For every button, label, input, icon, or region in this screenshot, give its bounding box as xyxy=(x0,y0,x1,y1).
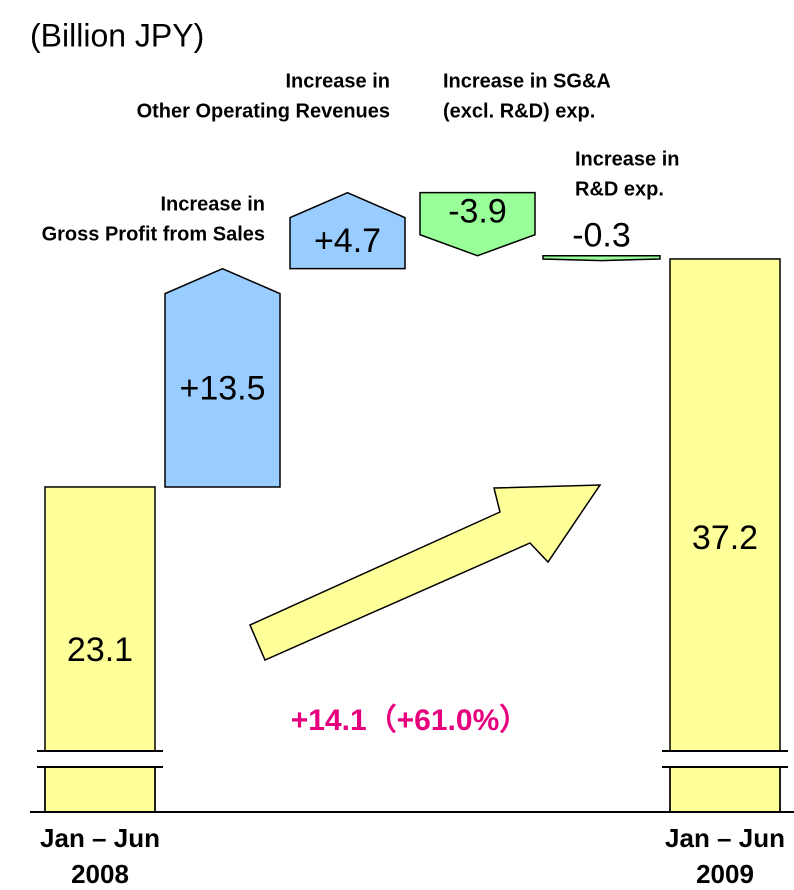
bar xyxy=(669,258,781,813)
value-label: +13.5 xyxy=(179,369,265,407)
axis-break-gap xyxy=(669,751,781,767)
axis-break-gap xyxy=(44,751,156,767)
category-label: Jan – Jun xyxy=(40,823,160,853)
category-label: Increase in SG&A xyxy=(443,70,611,92)
chart-title: (Billion JPY) xyxy=(30,17,204,53)
bar xyxy=(164,267,281,488)
value-label: -0.3 xyxy=(572,217,631,255)
annotation: +14.1（+61.0%） xyxy=(291,703,530,737)
category-label: 2009 xyxy=(696,859,754,889)
category-label: Increase in xyxy=(575,148,680,170)
category-label: Jan – Jun xyxy=(665,823,785,853)
category-label: Gross Profit from Sales xyxy=(42,223,265,245)
value-label: +4.7 xyxy=(314,222,381,260)
category-label: Increase in xyxy=(160,193,265,215)
bar xyxy=(289,191,406,270)
category-label: 2008 xyxy=(71,859,129,889)
bar xyxy=(419,191,536,257)
category-label: Other Operating Revenues xyxy=(137,100,390,122)
bar xyxy=(542,254,661,262)
category-label: Increase in xyxy=(285,70,390,92)
category-label: R&D exp. xyxy=(575,178,664,200)
value-label: 37.2 xyxy=(692,519,758,557)
category-label: (excl. R&D) exp. xyxy=(443,100,595,122)
value-label: 23.1 xyxy=(67,631,133,669)
trend-arrow xyxy=(249,484,602,661)
value-label: -3.9 xyxy=(448,193,507,231)
